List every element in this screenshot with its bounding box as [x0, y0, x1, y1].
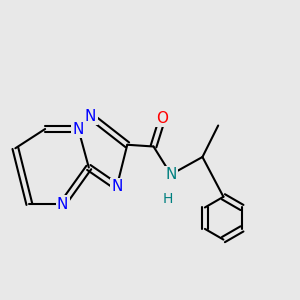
Text: N: N — [85, 109, 96, 124]
Text: N: N — [111, 179, 122, 194]
Text: N: N — [57, 197, 68, 212]
Text: N: N — [73, 122, 84, 136]
Text: H: H — [162, 192, 173, 206]
Text: N: N — [165, 167, 177, 182]
Text: O: O — [156, 111, 168, 126]
